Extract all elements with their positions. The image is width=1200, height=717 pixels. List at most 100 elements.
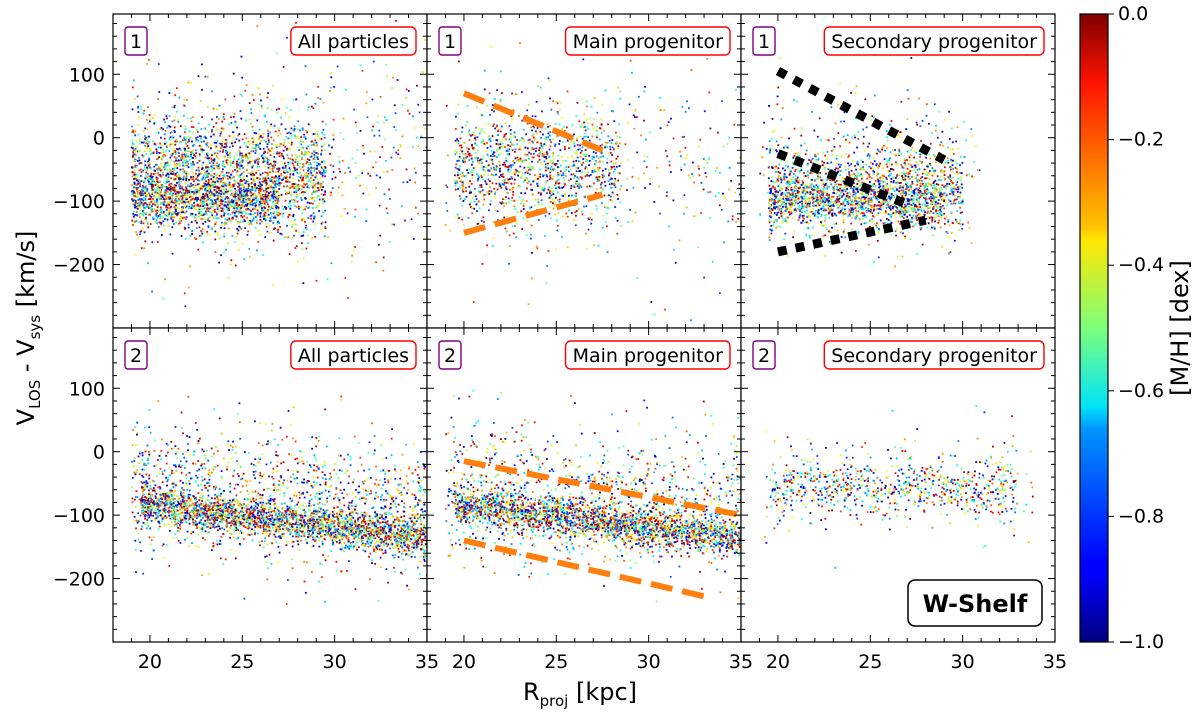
scatter-point — [233, 155, 236, 158]
scatter-point — [503, 181, 506, 184]
scatter-point — [197, 166, 200, 169]
scatter-point — [269, 165, 271, 168]
scatter-point — [316, 164, 318, 167]
scatter-point — [392, 76, 394, 79]
scatter-point — [205, 190, 208, 193]
scatter-point — [164, 129, 167, 132]
scatter-point — [205, 166, 207, 169]
scatter-point — [250, 173, 252, 176]
scatter-point — [572, 173, 575, 176]
scatter-point — [171, 191, 173, 194]
scatter-point — [206, 185, 209, 188]
scatter-point — [394, 112, 397, 114]
scatter-point — [493, 168, 496, 171]
scatter-point — [288, 116, 291, 119]
scatter-point — [260, 205, 262, 207]
scatter-point — [218, 142, 221, 145]
scatter-point — [191, 214, 194, 217]
scatter-point — [279, 133, 282, 135]
scatter-point — [252, 217, 255, 220]
scatter-point — [233, 179, 236, 182]
scatter-point — [249, 201, 252, 204]
scatter-point — [204, 217, 206, 220]
scatter-point — [308, 159, 311, 161]
scatter-point — [166, 125, 169, 127]
scatter-point — [252, 198, 255, 201]
scatter-point — [189, 185, 191, 188]
scatter-point — [183, 135, 186, 138]
scatter-point — [175, 139, 178, 142]
scatter-point — [610, 177, 612, 179]
scatter-point — [526, 170, 528, 172]
scatter-point — [583, 121, 585, 124]
scatter-point — [313, 144, 316, 147]
scatter-point — [670, 117, 672, 120]
scatter-point — [475, 157, 477, 160]
scatter-point — [462, 200, 465, 202]
scatter-point — [131, 219, 134, 222]
scatter-point — [238, 225, 241, 228]
scatter-point — [233, 207, 235, 210]
scatter-point — [468, 192, 471, 194]
scatter-point — [203, 140, 205, 143]
scatter-point — [242, 193, 244, 196]
scatter-point — [313, 191, 316, 194]
scatter-point — [379, 96, 382, 98]
scatter-point — [563, 170, 566, 173]
scatter-point — [311, 184, 313, 187]
scatter-point — [298, 163, 300, 165]
scatter-point — [463, 191, 465, 193]
scatter-point — [175, 184, 177, 187]
scatter-point — [185, 176, 188, 179]
scatter-point — [580, 125, 582, 128]
scatter-point — [374, 150, 377, 153]
scatter-point — [140, 247, 143, 249]
scatter-point — [247, 183, 250, 186]
scatter-point — [192, 184, 194, 186]
scatter-point — [270, 162, 272, 165]
scatter-point — [288, 147, 291, 150]
scatter-point — [234, 181, 237, 184]
scatter-point — [131, 108, 134, 111]
scatter-point — [501, 145, 504, 148]
scatter-point — [466, 169, 469, 171]
scatter-point — [316, 144, 318, 147]
scatter-point — [222, 177, 225, 179]
scatter-point — [509, 188, 511, 191]
scatter-point — [268, 199, 271, 202]
scatter-point — [240, 206, 242, 208]
scatter-point — [608, 169, 610, 172]
scatter-point — [137, 192, 140, 195]
scatter-point — [574, 224, 577, 227]
scatter-point — [148, 141, 151, 143]
scatter-point — [589, 217, 591, 219]
scatter-point — [401, 205, 403, 208]
scatter-point — [681, 106, 684, 108]
scatter-point — [272, 170, 274, 173]
scatter-point — [132, 151, 135, 154]
scatter-point — [231, 177, 234, 179]
scatter-point — [578, 160, 580, 163]
scatter-point — [220, 199, 223, 202]
scatter-point — [595, 161, 598, 164]
scatter-point — [550, 108, 553, 111]
scatter-point — [272, 166, 275, 169]
scatter-point — [317, 163, 320, 165]
scatter-point — [269, 185, 271, 187]
scatter-point — [177, 119, 179, 122]
scatter-point — [415, 136, 418, 139]
scatter-point — [179, 164, 181, 167]
scatter-point — [289, 175, 292, 178]
scatter-point — [526, 153, 529, 156]
scatter-point — [241, 196, 243, 199]
scatter-point — [184, 146, 187, 149]
scatter-point — [268, 159, 271, 161]
scatter-point — [277, 176, 279, 179]
scatter-point — [221, 151, 224, 153]
scatter-point — [225, 192, 228, 194]
scatter-point — [497, 219, 499, 221]
scatter-point — [220, 215, 223, 218]
scatter-point — [147, 207, 150, 209]
scatter-point — [302, 191, 304, 193]
scatter-point — [188, 207, 190, 210]
